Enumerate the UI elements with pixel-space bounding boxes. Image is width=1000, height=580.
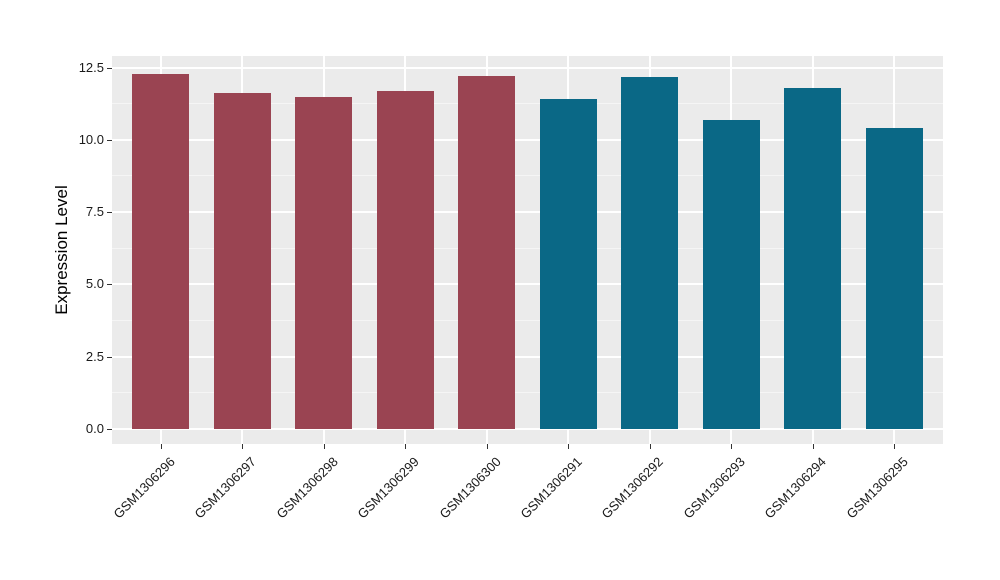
bar: [621, 76, 679, 429]
x-tick-label-text: GSM1306296: [110, 454, 178, 522]
x-tick-label-text: GSM1306292: [598, 454, 667, 522]
minor-gridline: [112, 392, 943, 394]
major-gridline: [112, 283, 943, 286]
y-axis-tick: [107, 212, 112, 214]
x-axis-tick: [731, 444, 733, 449]
y-axis-tick: [107, 284, 112, 286]
bar: [784, 87, 842, 429]
major-gridline: [112, 355, 943, 358]
y-axis-tick: [107, 67, 112, 69]
bar: [702, 120, 760, 429]
bar: [376, 91, 434, 429]
minor-gridline: [112, 320, 943, 322]
x-axis-tick: [323, 444, 325, 449]
minor-gridline: [112, 247, 943, 249]
y-tick-label: 7.5: [85, 204, 104, 220]
major-gridline: [112, 66, 943, 69]
y-tick-label: 2.5: [85, 348, 104, 364]
x-tick-label-text: GSM1306294: [761, 454, 830, 522]
x-tick-label-text: GSM1306300: [436, 454, 504, 522]
y-tick-label: 12.5: [78, 59, 104, 75]
x-axis-tick: [160, 444, 162, 449]
y-tick-label: 5.0: [85, 276, 104, 292]
x-axis-tick: [649, 444, 651, 449]
x-axis-tick: [894, 444, 896, 449]
bar: [458, 75, 516, 429]
major-gridline: [112, 428, 943, 430]
y-tick-label: 0.0: [85, 421, 104, 436]
y-tick-label: 10.0: [78, 131, 104, 147]
bar: [295, 96, 353, 429]
bar: [213, 92, 271, 429]
minor-gridline: [112, 103, 943, 105]
major-gridline: [112, 211, 943, 214]
y-axis-tick: [107, 429, 112, 430]
x-tick-label-text: GSM1306295: [843, 454, 911, 522]
y-axis-tick: [107, 139, 112, 141]
major-gridline: [112, 138, 943, 141]
plot-panel: [112, 56, 943, 444]
y-axis-tick: [107, 356, 112, 358]
x-axis-tick: [568, 444, 570, 449]
x-axis-tick: [486, 444, 488, 449]
bar: [132, 73, 190, 429]
bar: [865, 128, 923, 429]
x-tick-label-text: GSM1306291: [517, 454, 585, 522]
x-axis-tick: [812, 444, 814, 449]
x-tick-label-text: GSM1306299: [354, 454, 422, 522]
x-tick-label-text: GSM1306297: [191, 454, 259, 522]
minor-gridline: [112, 175, 943, 177]
x-tick-label-text: GSM1306293: [680, 454, 748, 522]
x-axis-tick: [242, 444, 244, 449]
bar: [539, 98, 597, 429]
x-tick-label-text: GSM1306298: [273, 454, 341, 522]
x-axis-tick: [405, 444, 407, 449]
